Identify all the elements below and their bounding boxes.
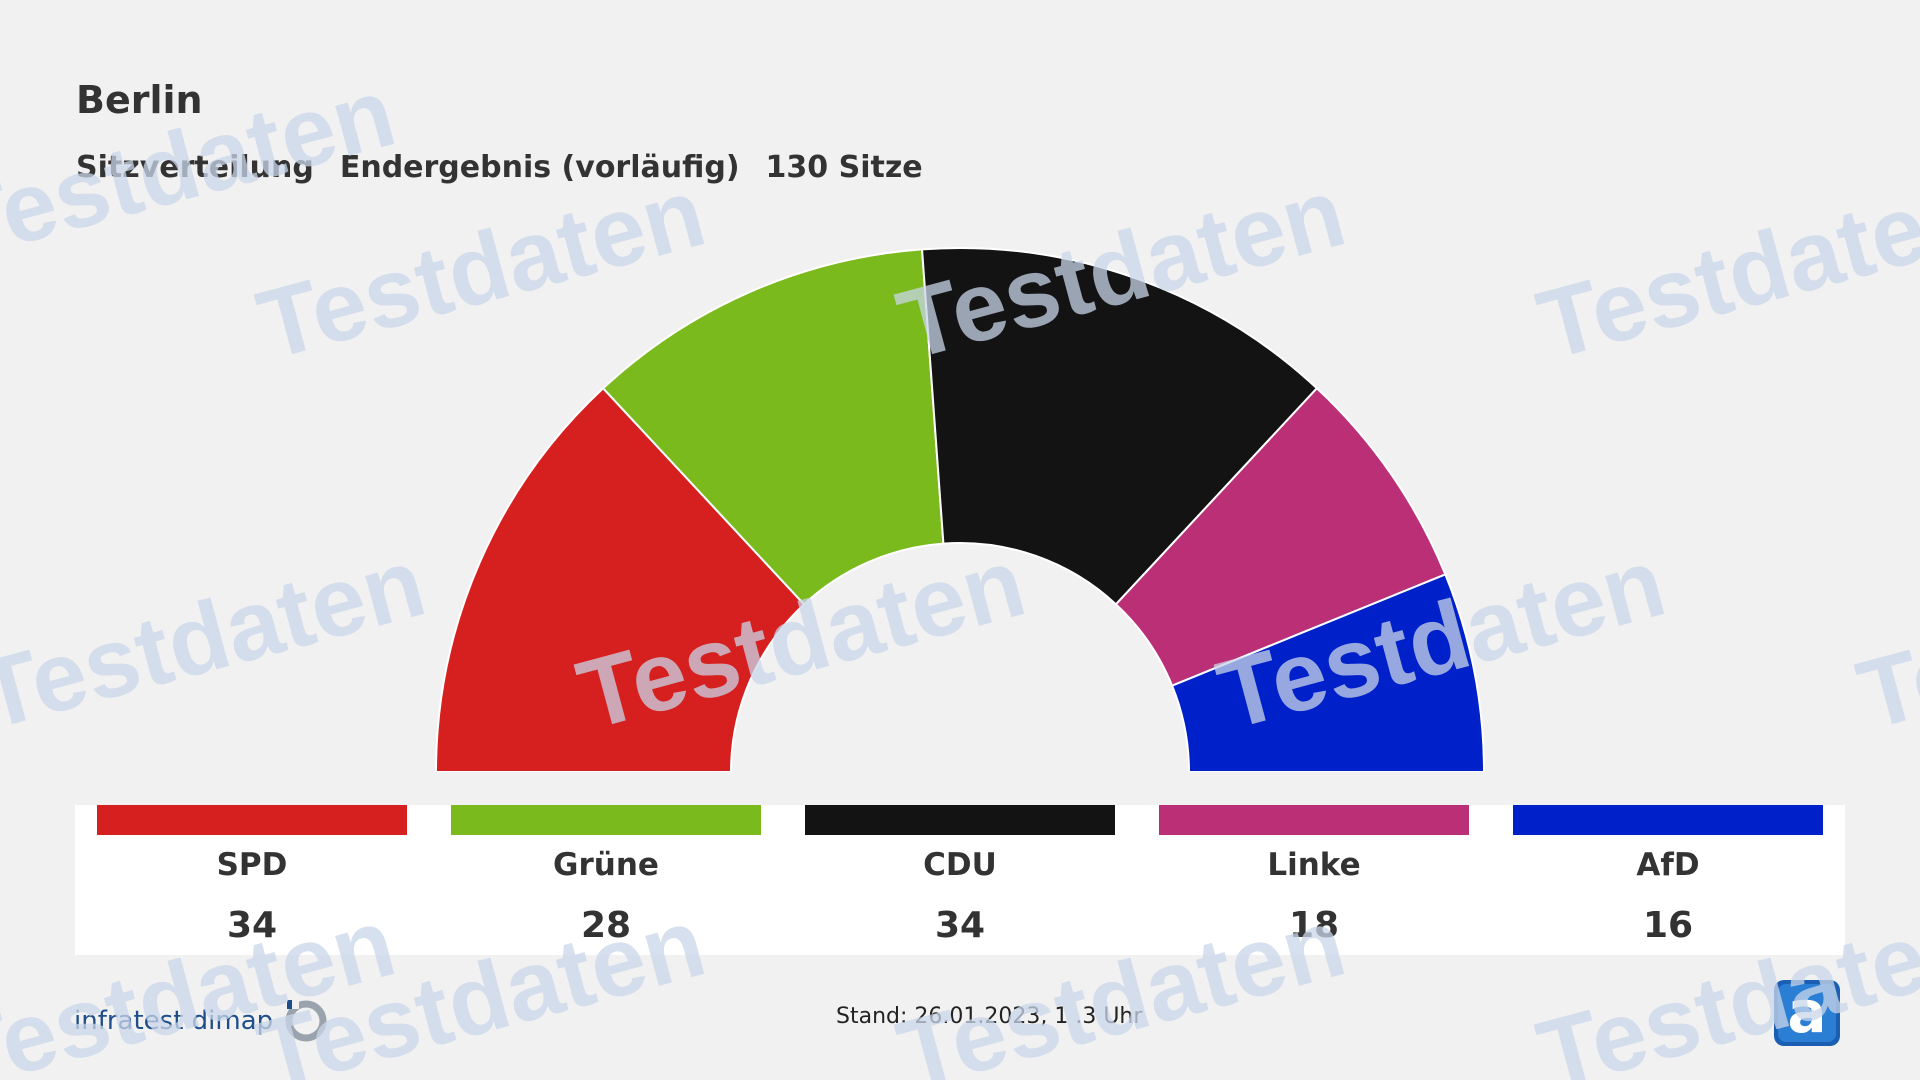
legend-swatch-linke (1159, 805, 1469, 835)
timestamp-label: Stand: (836, 1004, 908, 1029)
legend-item-afd: AfD 16 (1491, 805, 1845, 955)
infratest-dimap-logo-text: infratest dimap (74, 1006, 274, 1036)
page-title: Berlin (76, 78, 203, 122)
timestamp: Stand: 26.01.2023, 1 .3 Uhr (836, 1004, 1142, 1029)
page-subtitle: Sitzverteilung Endergebnis (vorläufig) 1… (76, 150, 923, 185)
subtitle-type: Sitzverteilung (76, 150, 314, 185)
legend-item-gruene: Grüne 28 (429, 805, 783, 955)
ard-tagesschau-logo-icon: a (1774, 978, 1840, 1046)
legend-party-gruene: Grüne (553, 847, 659, 883)
subtitle-status: Endergebnis (vorläufig) (339, 150, 740, 185)
legend-seats-linke: 18 (1288, 905, 1340, 946)
legend-item-spd: SPD 34 (75, 805, 429, 955)
legend-swatch-afd (1513, 805, 1823, 835)
infratest-dimap-logo-icon (285, 1000, 327, 1042)
seat-segment-cdu (920, 247, 1319, 606)
legend-seats-gruene: 28 (580, 905, 632, 946)
chart-baseline-mask (432, 772, 1488, 792)
subtitle-total-seats: 130 Sitze (765, 150, 923, 185)
legend-swatch-spd (97, 805, 407, 835)
legend-party-spd: SPD (216, 847, 288, 883)
legend-seats-spd: 34 (226, 905, 278, 946)
legend: SPD 34 Grüne 28 CDU 34 Linke 18 AfD 16 (75, 805, 1845, 955)
legend-swatch-gruene (451, 805, 761, 835)
legend-party-cdu: CDU (923, 847, 997, 883)
infratest-dimap-logo: infratest dimap (74, 998, 329, 1044)
legend-party-linke: Linke (1267, 847, 1361, 883)
seat-segment-gruene (601, 248, 945, 606)
legend-seats-cdu: 34 (934, 905, 986, 946)
timestamp-value: 26.01.2023, 1 .3 Uhr (914, 1004, 1143, 1029)
seat-segment-spd (434, 386, 806, 773)
legend-item-linke: Linke 18 (1137, 805, 1491, 955)
svg-text:a: a (1787, 978, 1826, 1046)
legend-item-cdu: CDU 34 (783, 805, 1137, 955)
seat-segment-afd (1170, 573, 1486, 773)
legend-swatch-cdu (805, 805, 1115, 835)
legend-seats-afd: 16 (1642, 905, 1694, 946)
legend-party-afd: AfD (1636, 847, 1700, 883)
